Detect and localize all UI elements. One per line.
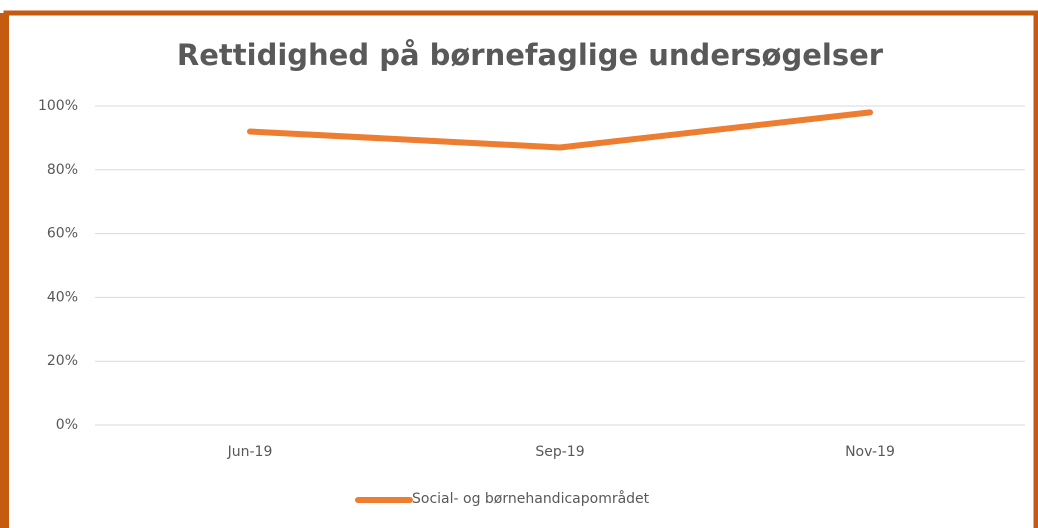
y-tick-label: 20%: [47, 353, 78, 369]
legend-label: Social- og børnehandicapområdet: [412, 490, 650, 507]
y-tick-label: 60%: [47, 226, 78, 242]
chart-title: Rettidighed på børnefaglige undersøgelse…: [177, 38, 884, 72]
y-tick-label: 80%: [47, 162, 78, 178]
y-tick-label: 100%: [38, 98, 78, 114]
frame-edge: [0, 13, 9, 528]
series-line: [247, 109, 873, 151]
x-tick-label: Sep-19: [535, 444, 584, 460]
x-tick-label: Nov-19: [845, 444, 895, 460]
y-tick-label: 40%: [47, 289, 78, 305]
x-tick-label: Jun-19: [227, 444, 273, 460]
y-tick-label: 0%: [56, 417, 78, 433]
